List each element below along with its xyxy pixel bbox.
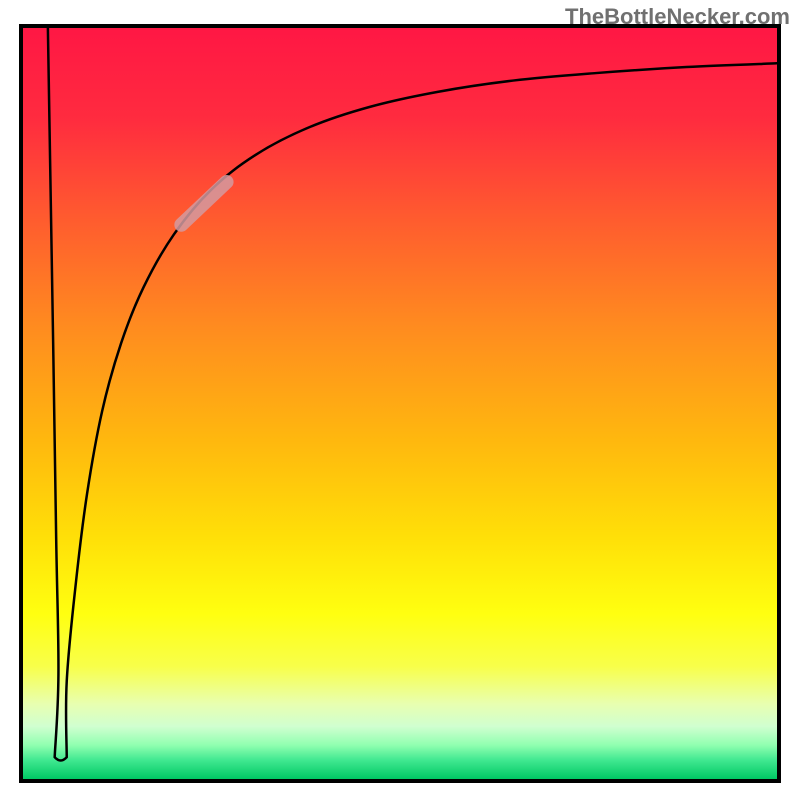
- gradient-background: [23, 28, 777, 779]
- watermark-text: TheBottleNecker.com: [565, 4, 790, 30]
- chart-container: TheBottleNecker.com: [0, 0, 800, 800]
- bottleneck-chart: [0, 0, 800, 800]
